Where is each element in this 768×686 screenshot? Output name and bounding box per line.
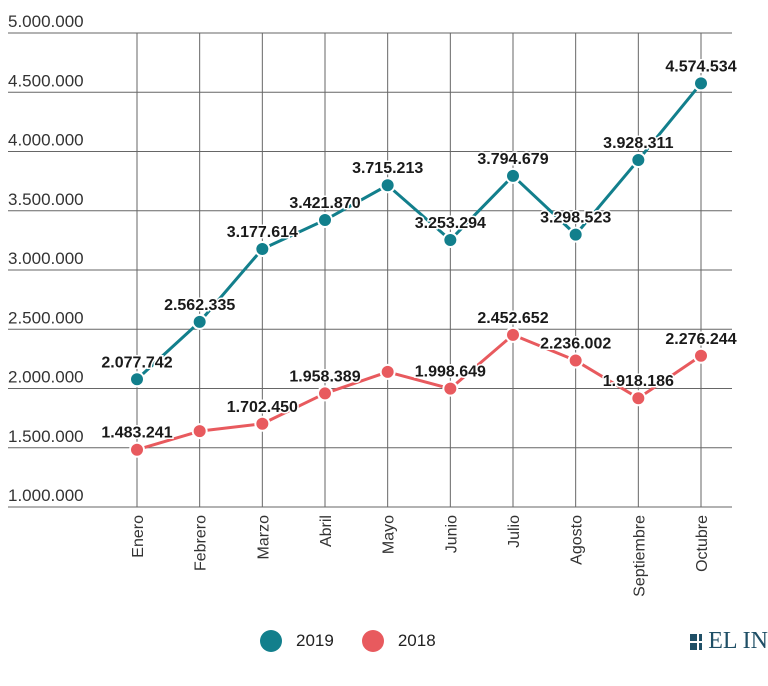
y-tick-label: 1.500.000 <box>8 427 84 446</box>
x-tick-label: Septiembre <box>631 515 648 597</box>
x-tick-label: Junio <box>443 515 460 553</box>
data-point-2018[interactable] <box>129 441 145 458</box>
legend-marker-2019 <box>260 630 282 652</box>
y-tick-label: 3.000.000 <box>8 249 84 268</box>
legend-label-2018: 2018 <box>397 631 436 650</box>
gridlines <box>8 32 732 508</box>
y-axis-ticks: 1.000.000 1.500.000 2.000.000 2.500.000 3.00… <box>8 12 84 505</box>
data-labels: 2.077.742 2.562.335 3.177.614 3.421.870 3.71… <box>100 57 738 443</box>
data-label-2018: 1.998.649 <box>415 364 486 381</box>
legend: 2019 2018 <box>260 630 464 652</box>
data-point-2019[interactable] <box>379 177 396 194</box>
data-point-2019[interactable] <box>442 231 459 248</box>
y-tick-label: 4.500.000 <box>8 71 84 90</box>
x-tick-label: Mayo <box>381 515 398 554</box>
data-point-2018[interactable] <box>693 347 709 364</box>
data-point-2019[interactable] <box>317 212 333 229</box>
data-label-2019: 3.928.311 <box>603 135 673 152</box>
data-point-2018[interactable] <box>567 352 584 369</box>
x-tick-label: Enero <box>130 515 147 558</box>
data-label-2018: 2.236.002 <box>540 336 611 353</box>
data-point-2018[interactable] <box>254 415 271 432</box>
y-tick-label: 2.500.000 <box>8 308 84 327</box>
x-tick-label: Marzo <box>255 515 272 560</box>
data-label-2019: 3.177.614 <box>227 224 298 241</box>
data-point-2019[interactable] <box>191 313 208 330</box>
y-tick-label: 2.000.000 <box>8 368 84 387</box>
data-point-2018[interactable] <box>630 390 647 407</box>
y-tick-label: 3.500.000 <box>8 190 84 209</box>
data-point-2018[interactable] <box>191 423 208 440</box>
series-line-2018 <box>136 333 702 452</box>
data-label-2019: 3.298.523 <box>540 210 611 227</box>
data-point-2018[interactable] <box>505 326 521 343</box>
data-point-2018[interactable] <box>379 363 396 380</box>
data-label-2019: 2.562.335 <box>164 297 235 314</box>
data-label-2019: 3.421.870 <box>289 195 360 212</box>
data-point-2019[interactable] <box>567 226 584 243</box>
data-point-2019[interactable] <box>254 240 271 257</box>
series-lines <box>135 82 703 452</box>
data-label-2019: 3.794.679 <box>477 151 548 168</box>
data-label-2018: 1.702.450 <box>227 399 298 416</box>
legend-label-2019: 2019 <box>296 631 334 650</box>
grid-logo-icon <box>690 633 703 650</box>
legend-marker-2018 <box>361 630 384 652</box>
data-point-2019[interactable] <box>693 75 709 92</box>
x-tick-label: Julio <box>506 515 523 548</box>
brand-text: EL IN <box>708 628 768 654</box>
data-label-2018: 2.452.652 <box>477 310 548 327</box>
data-label-2018: 1.958.389 <box>289 368 360 385</box>
data-label-2019: 3.715.213 <box>352 160 423 177</box>
brand-logo: EL IN <box>690 628 768 655</box>
series-points <box>129 75 709 458</box>
data-label-2019: 3.253.294 <box>415 215 486 232</box>
legend-item-2018[interactable]: 2018 <box>361 630 436 652</box>
data-point-2018[interactable] <box>442 380 459 397</box>
y-tick-label: 5.000.000 <box>8 12 84 31</box>
data-point-2018[interactable] <box>317 385 333 402</box>
series-line-2019 <box>135 82 703 381</box>
data-label-2019: 4.574.534 <box>665 58 736 75</box>
data-point-2019[interactable] <box>630 151 647 168</box>
x-tick-label: Agosto <box>569 515 586 565</box>
x-tick-label: Febrero <box>193 515 210 571</box>
data-point-2019[interactable] <box>505 167 521 184</box>
x-tick-label: Abril <box>318 515 335 547</box>
x-axis-ticks: Enero Febrero Marzo Abril Mayo Junio Julio Agos… <box>130 515 711 597</box>
data-label-2018: 1.483.241 <box>101 425 172 442</box>
data-label-2018: 2.276.244 <box>665 331 736 348</box>
y-tick-label: 1.000.000 <box>8 486 84 505</box>
y-tick-label: 4.000.000 <box>8 131 84 150</box>
data-point-2019[interactable] <box>129 371 145 388</box>
x-tick-label: Octubre <box>694 515 711 572</box>
data-label-2018: 1.918.186 <box>603 373 674 390</box>
data-label-2019: 2.077.742 <box>101 354 172 371</box>
legend-item-2019[interactable]: 2019 <box>260 630 334 652</box>
